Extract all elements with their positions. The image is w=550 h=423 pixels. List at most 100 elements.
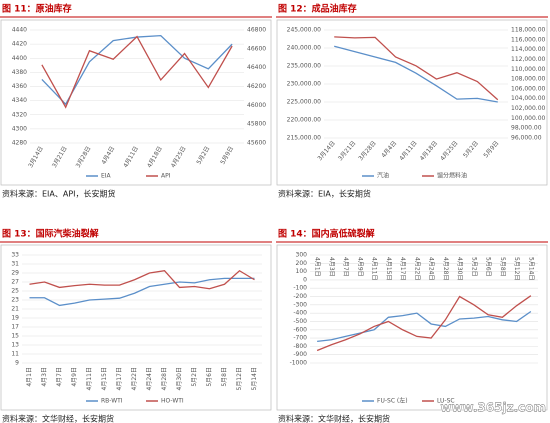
- y2-tick-label: 45600: [247, 140, 266, 147]
- panel-title: 图 13：国际汽柴油裂解: [2, 228, 99, 240]
- x-tick-label: 4月30日: [176, 367, 183, 390]
- y-tick-label: 9: [15, 360, 19, 367]
- y-tick-label: 235,000.00: [287, 63, 322, 70]
- y-tick-label: 21: [11, 306, 19, 313]
- watermark: www.365jz.com: [440, 401, 546, 415]
- y2-tick-label: 112,000.00: [511, 56, 546, 63]
- y2-tick-label: 118,000.00: [511, 27, 546, 34]
- panel-title: 图 11：原油库存: [2, 3, 72, 15]
- x-tick-label: 4月28日: [161, 367, 168, 390]
- x-tick-label: 4月9日: [71, 367, 78, 387]
- y-tick-label: 245,000.00: [287, 27, 322, 34]
- source-note: 资料来源：EIA，长安期货: [278, 189, 371, 199]
- legend-label: HO-WTI: [161, 398, 184, 405]
- y-tick-label: 215,000.00: [287, 135, 322, 142]
- legend-label: RB-WTI: [101, 398, 123, 405]
- y-tick-label: 15: [11, 333, 19, 340]
- y-tick-label: 23: [11, 297, 19, 304]
- y-tick-label: 300: [296, 252, 308, 259]
- y-tick-label: 33: [11, 252, 19, 259]
- y-tick-label: 27: [11, 279, 19, 286]
- y-tick-label: 25: [11, 288, 19, 295]
- y2-tick-label: 46600: [247, 45, 266, 52]
- y-tick-label: 31: [11, 261, 19, 268]
- y-tick-label: -1000: [290, 360, 308, 367]
- y-tick-label: 4300: [12, 125, 27, 132]
- x-tick-label: 5月14日: [251, 367, 258, 390]
- y-tick-label: 4320: [12, 111, 27, 118]
- y-tick-label: 4420: [12, 41, 27, 48]
- y-tick-label: 19: [11, 315, 19, 322]
- y2-tick-label: 46200: [247, 83, 266, 90]
- y2-tick-label: 102,000.00: [511, 105, 546, 112]
- x-tick-label: 5月12日: [513, 257, 520, 280]
- y2-tick-label: 114,000.00: [511, 46, 546, 53]
- y-tick-label: -800: [293, 343, 307, 350]
- x-tick-label: 4月3日: [328, 257, 335, 277]
- y-tick-label: 4440: [12, 27, 27, 34]
- y-tick-label: 230,000.00: [287, 81, 322, 88]
- y2-tick-label: 100,000.00: [511, 115, 546, 122]
- y2-tick-label: 116,000.00: [511, 36, 546, 43]
- legend-label: LU-SC: [437, 398, 455, 405]
- series-line: [334, 36, 499, 101]
- y-tick-label: 11: [11, 351, 19, 358]
- x-tick-label: 4月22日: [131, 367, 138, 390]
- y-tick-label: 17: [11, 324, 19, 331]
- x-tick-label: 4月17日: [399, 257, 406, 280]
- x-tick-label: 4月24日: [146, 367, 153, 390]
- x-tick-label: 5月6日: [206, 367, 213, 387]
- y2-tick-label: 106,000.00: [511, 85, 546, 92]
- panel-title: 图 14：国内高低硫裂解: [278, 228, 375, 240]
- chart-frame: [0, 244, 272, 411]
- x-tick-label: 4月24日: [428, 257, 435, 280]
- x-tick-label: 4月11日: [86, 367, 93, 390]
- y-tick-label: 4360: [12, 83, 27, 90]
- x-tick-label: 4月11日: [371, 257, 378, 280]
- y2-tick-label: 108,000.00: [511, 76, 546, 83]
- source-note: 资料来源：文华财经，长安期货: [278, 414, 390, 423]
- x-tick-label: 5月6日: [485, 257, 492, 277]
- y2-tick-label: 110,000.00: [511, 66, 546, 73]
- y2-tick-label: 104,000.00: [511, 95, 546, 102]
- y-tick-label: -300: [293, 301, 307, 308]
- chart-frame: [276, 19, 548, 186]
- series-line: [29, 277, 255, 307]
- y-tick-label: 4400: [12, 55, 27, 62]
- x-tick-label: 5月14日: [527, 257, 534, 280]
- chart-frame: [0, 19, 272, 186]
- x-tick-label: 4月3日: [41, 367, 48, 387]
- series-line: [29, 269, 255, 290]
- x-tick-label: 5月8日: [499, 257, 506, 277]
- y-tick-label: 100: [296, 268, 308, 275]
- y-tick-label: -700: [293, 335, 307, 342]
- series-line: [316, 295, 532, 352]
- x-tick-label: 5月12日: [236, 367, 243, 390]
- series-line: [41, 35, 233, 109]
- series-line: [334, 45, 498, 103]
- y-tick-label: -500: [293, 318, 307, 325]
- legend-label: 馏分燃料油: [437, 172, 467, 180]
- y-tick-label: -100: [293, 285, 307, 292]
- series-line: [317, 310, 532, 343]
- y2-tick-label: 98,000.00: [511, 125, 542, 132]
- y-tick-label: 200: [296, 260, 308, 267]
- source-note: 资料来源：文华财经，长安期货: [2, 414, 114, 423]
- x-tick-label: 4月7日: [342, 257, 349, 277]
- y-tick-label: 0: [303, 276, 307, 283]
- y2-tick-label: 46000: [247, 102, 266, 109]
- x-tick-label: 4月1日: [26, 367, 33, 387]
- y-tick-label: 4380: [12, 69, 27, 76]
- x-tick-label: 4月15日: [101, 367, 108, 390]
- y2-tick-label: 46800: [247, 27, 266, 34]
- x-tick-label: 4月9日: [356, 257, 363, 277]
- legend-label: 汽油: [377, 172, 389, 180]
- x-tick-label: 4月22日: [413, 257, 420, 280]
- x-tick-label: 4月28日: [442, 257, 449, 280]
- y-tick-label: -400: [293, 310, 307, 317]
- chart-frame: [276, 244, 548, 411]
- x-tick-label: 5月2日: [191, 367, 198, 387]
- legend-label: FU-SC (左): [377, 397, 408, 405]
- y-tick-label: 240,000.00: [287, 45, 322, 52]
